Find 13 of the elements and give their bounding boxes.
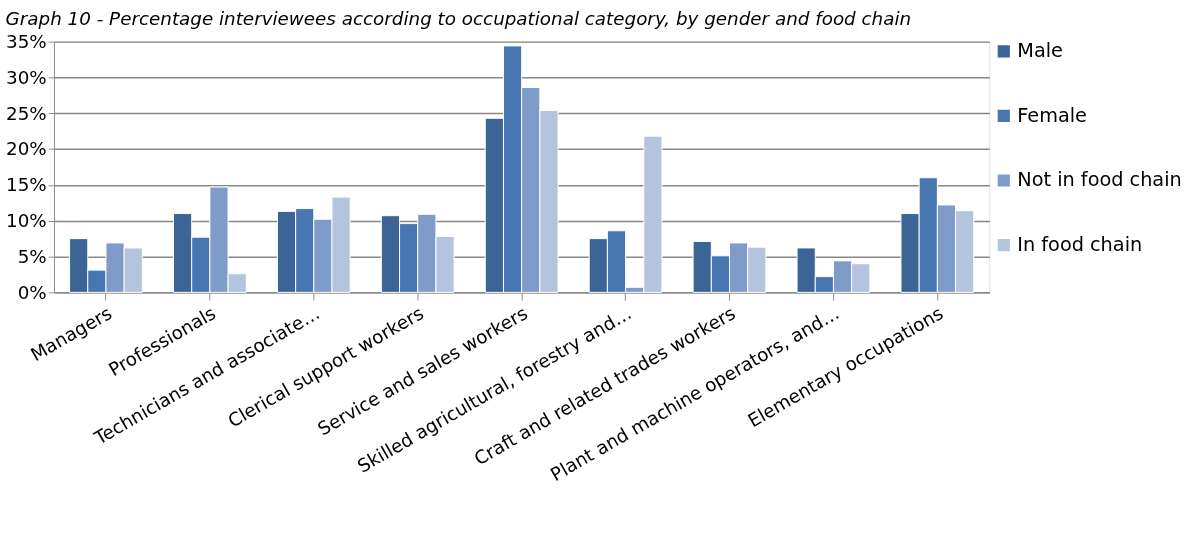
legend-label: Male	[1017, 39, 1063, 63]
y-tick-label: 25%	[6, 102, 47, 124]
chart-title: Graph 10 - Percentage interviewees according to occupational category, by gender and food chain	[5, 8, 912, 30]
y-tick-label: 30%	[6, 66, 47, 88]
legend-label: Female	[1017, 103, 1087, 127]
y-tick-label: 20%	[6, 138, 47, 160]
y-tick-label: 10%	[6, 209, 47, 231]
y-tick-label: 15%	[6, 174, 47, 196]
legend-label: Not in food chain	[1017, 168, 1182, 192]
y-tick-label: 0%	[17, 281, 47, 303]
y-tick-label: 35%	[6, 30, 47, 52]
legend-label: In food chain	[1017, 232, 1143, 256]
y-tick-label: 5%	[17, 245, 47, 267]
